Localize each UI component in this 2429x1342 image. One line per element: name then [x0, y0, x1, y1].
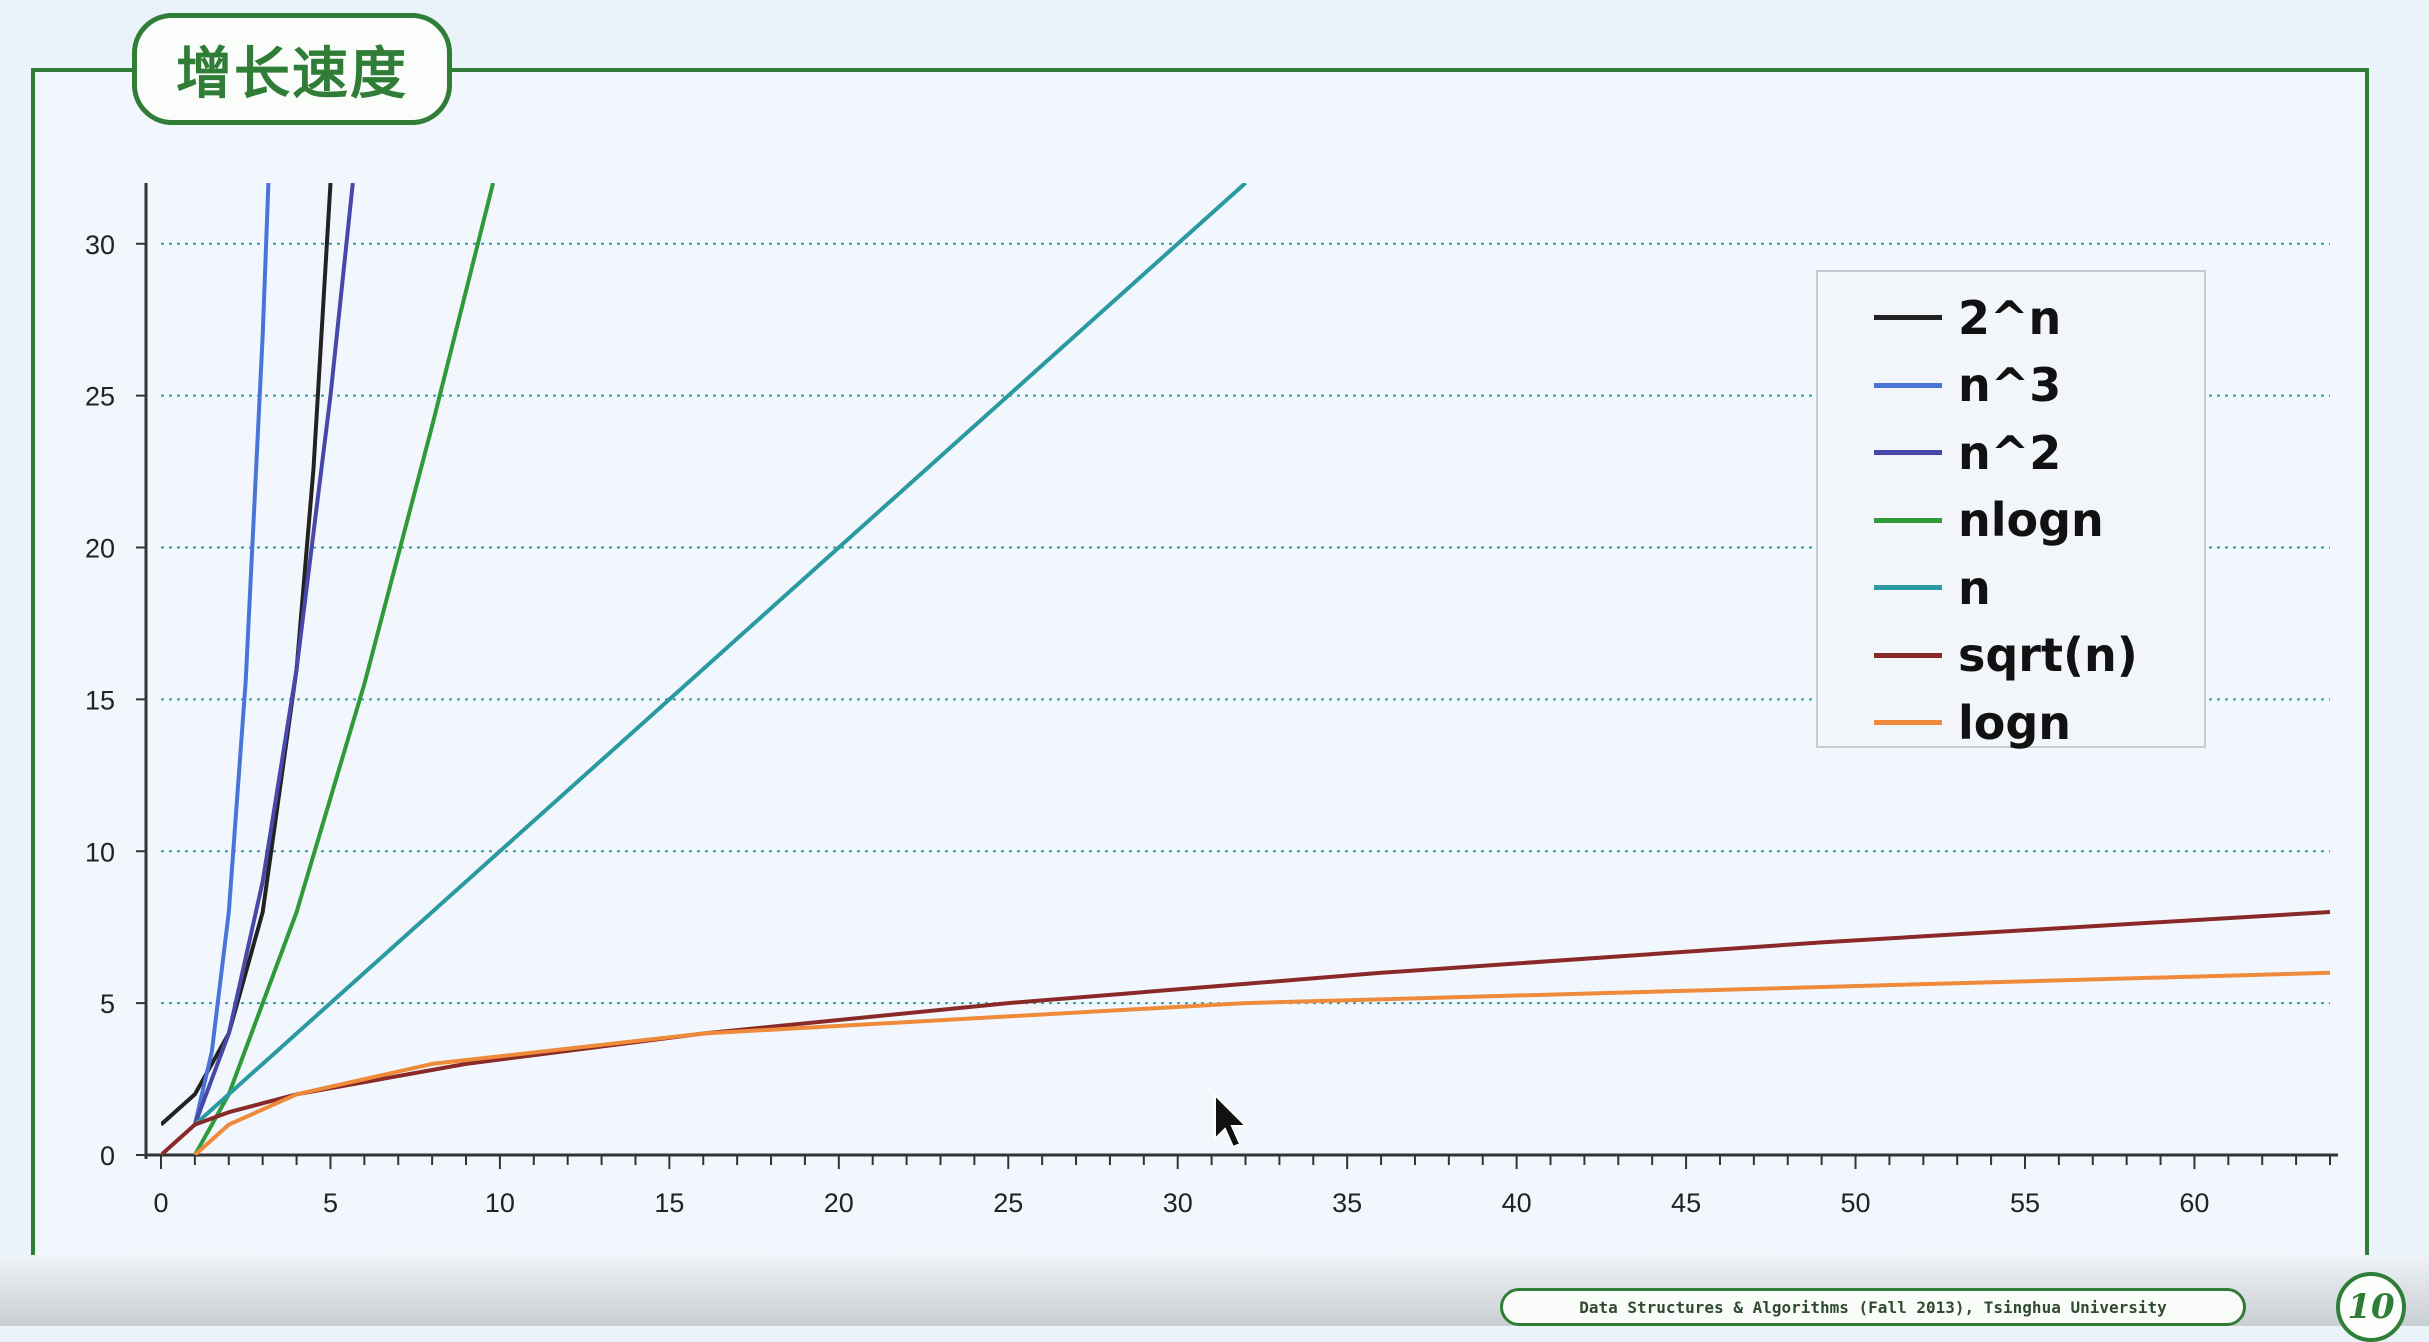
- y-tick-label-30: 30: [85, 230, 115, 260]
- x-tick-label-40: 40: [1502, 1188, 1532, 1218]
- legend-swatch: [1874, 720, 1942, 726]
- legend-item-5: sqrt(n): [1818, 622, 2204, 690]
- legend-swatch: [1874, 585, 1942, 591]
- series-line-1: [192, 183, 271, 1126]
- legend-label: 2^n: [1958, 290, 2062, 345]
- x-tick-label-15: 15: [654, 1188, 684, 1218]
- legend-item-3: nlogn: [1818, 487, 2204, 555]
- series-line-6: [193, 970, 2331, 1155]
- y-tick-label-25: 25: [85, 382, 115, 412]
- x-tick-label-35: 35: [1332, 1188, 1362, 1218]
- y-tick-label-10: 10: [85, 837, 115, 867]
- y-tick-label-20: 20: [85, 534, 115, 564]
- legend-label: nlogn: [1958, 493, 2104, 548]
- y-tick-label-0: 0: [100, 1141, 115, 1171]
- legend-item-2: n^2: [1818, 419, 2204, 487]
- legend-swatch: [1874, 517, 1942, 523]
- x-tick-label-10: 10: [485, 1188, 515, 1218]
- legend-label: n: [1958, 560, 1991, 615]
- course-footer: Data Structures & Algorithms (Fall 2013)…: [1500, 1288, 2246, 1326]
- legend-item-1: n^3: [1818, 352, 2204, 420]
- y-tick-label-5: 5: [100, 989, 115, 1019]
- mouse-cursor-icon: [1214, 1093, 1249, 1149]
- legend-label: logn: [1958, 695, 2072, 750]
- x-tick-label-60: 60: [2179, 1188, 2209, 1218]
- x-tick-label-55: 55: [2010, 1188, 2040, 1218]
- legend-item-6: logn: [1818, 689, 2204, 757]
- y-tick-label-15: 15: [85, 685, 115, 715]
- chart-legend: 2^n n^3 n^2 nlogn n sqrt(n) logn: [1816, 270, 2206, 750]
- series-line-2: [193, 183, 355, 1126]
- legend-swatch: [1874, 382, 1942, 388]
- legend-swatch: [1874, 450, 1942, 456]
- x-tick-label-25: 25: [993, 1188, 1023, 1218]
- series-line-4: [193, 183, 1247, 1127]
- legend-swatch: [1874, 652, 1942, 658]
- x-tick-label-20: 20: [824, 1188, 854, 1218]
- x-tick-label-5: 5: [323, 1188, 338, 1218]
- series-group: [161, 183, 2331, 1155]
- x-tick-label-0: 0: [153, 1188, 168, 1218]
- series-line-3: [193, 183, 496, 1155]
- x-tick-label-45: 45: [1671, 1188, 1701, 1218]
- x-tick-label-50: 50: [1841, 1188, 1871, 1218]
- page-number: 10: [2336, 1272, 2406, 1342]
- legend-label: sqrt(n): [1958, 628, 2138, 683]
- legend-label: n^3: [1958, 358, 2062, 413]
- series-line-0: [161, 183, 333, 1127]
- x-tick-label-30: 30: [1163, 1188, 1193, 1218]
- legend-label: n^2: [1958, 425, 2062, 480]
- slide-title: 增长速度: [132, 13, 452, 125]
- legend-item-0: 2^n: [1818, 284, 2204, 352]
- legend-item-4: n: [1818, 554, 2204, 622]
- legend-swatch: [1874, 315, 1942, 321]
